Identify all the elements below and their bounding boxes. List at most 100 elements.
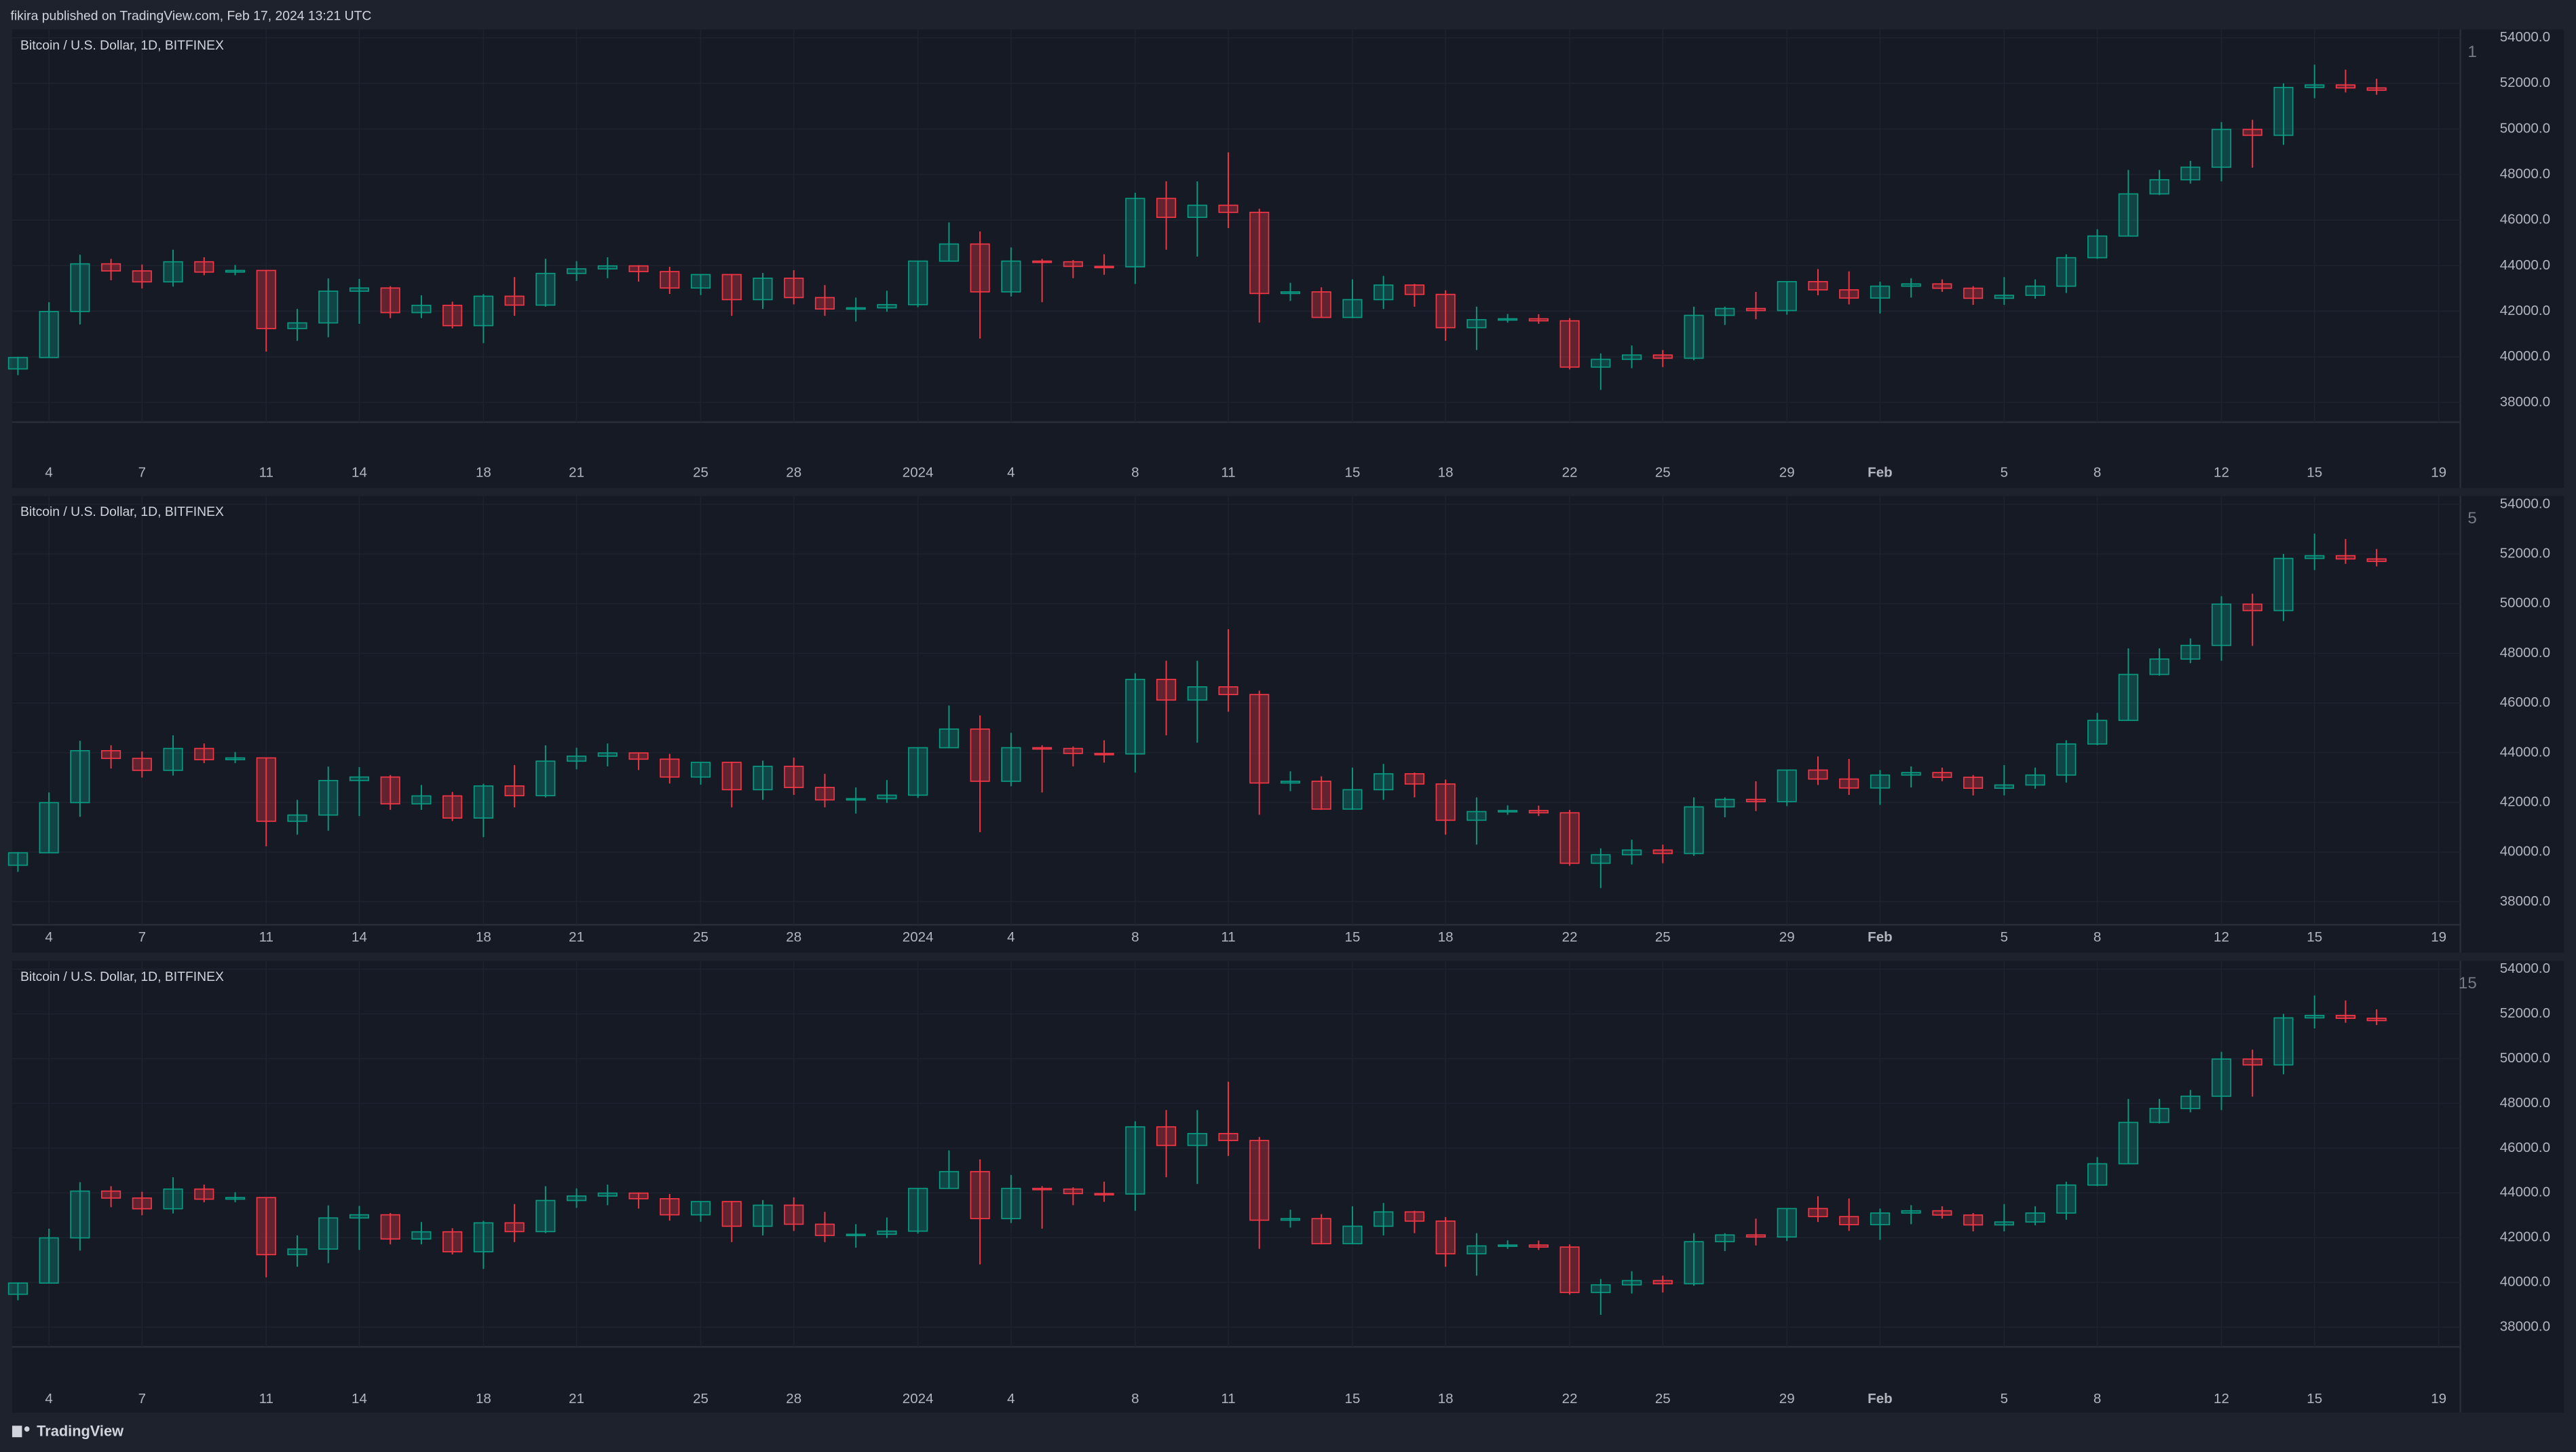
candle-body: [2305, 555, 2325, 559]
panel-background: [12, 961, 2564, 1413]
candle-body: [877, 794, 897, 800]
interval-label: 15: [2459, 974, 2477, 992]
x-tick-label: 8: [2094, 929, 2101, 945]
candle-body: [535, 272, 556, 306]
candle-body: [1218, 1133, 1238, 1141]
chart-panel: 38000.0 40000.0 42000.0 44000.0 46000.0 48000…: [7, 496, 2564, 953]
candle-body: [318, 291, 339, 324]
candle-body: [1404, 284, 1424, 295]
x-tick-label: 4: [1007, 929, 1015, 945]
candle-body: [1684, 806, 1704, 855]
candle-body: [2242, 603, 2262, 612]
candle-body: [1808, 769, 1828, 780]
x-tick-label: 15: [2307, 929, 2322, 945]
candle-body: [1249, 1140, 1270, 1221]
x-tick-label: 25: [1655, 929, 1671, 945]
candle-body: [2149, 1108, 2170, 1123]
candle-body: [2056, 1184, 2077, 1214]
x-tick-label: 2024: [903, 464, 934, 480]
candle-body: [1404, 773, 1424, 785]
candle-body: [2305, 1015, 2325, 1019]
candle-body: [753, 1204, 773, 1227]
candle-body: [1870, 774, 1890, 789]
candle-body: [1001, 747, 1021, 782]
x-tick-label: 5: [2001, 929, 2008, 945]
x-tick-label: 21: [569, 464, 584, 480]
x-tick-label: 22: [1562, 464, 1578, 480]
candle-body: [2056, 257, 2077, 287]
candle-body: [225, 269, 246, 273]
candle-body: [70, 263, 90, 312]
y-tick-label: 54000.0: [2500, 29, 2550, 45]
candle-body: [690, 274, 711, 289]
candle-body: [1498, 810, 1518, 813]
candle-body: [318, 779, 339, 816]
candle-body: [1094, 1193, 1114, 1196]
candle-body: [1870, 285, 1890, 299]
y-tick-label: 46000.0: [2500, 1140, 2550, 1155]
candle-body: [1094, 265, 1114, 269]
panel-background: [12, 496, 2564, 953]
x-tick-label: 4: [1007, 1391, 1015, 1407]
candle-body: [1901, 772, 1921, 776]
candle-body: [442, 795, 463, 819]
candle-body: [2366, 87, 2387, 91]
candle-body: [939, 728, 959, 749]
candle-body: [628, 752, 649, 760]
y-tick-label: 48000.0: [2500, 1095, 2550, 1111]
candle-body: [256, 757, 276, 822]
candle-body: [2025, 285, 2045, 296]
x-tick-label: 21: [569, 1391, 584, 1407]
y-tick-label: 48000.0: [2500, 166, 2550, 182]
candle-body: [1342, 299, 1363, 318]
candle-body: [132, 270, 152, 283]
candle-body: [1435, 1220, 1456, 1254]
candle-body: [194, 747, 214, 760]
candle-body: [1032, 747, 1053, 750]
x-tick-label: 7: [138, 464, 146, 480]
candle-body: [1063, 747, 1083, 754]
candle-body: [1715, 308, 1735, 316]
candle-body: [1374, 1211, 1394, 1227]
candle-body: [535, 1199, 556, 1233]
x-tick-label: 15: [1345, 464, 1361, 480]
candle-body: [1466, 319, 1487, 329]
x-tick-label: 18: [476, 464, 491, 480]
x-tick-label: 5: [2001, 464, 2008, 480]
candle-body: [442, 1231, 463, 1252]
candle-body: [1621, 354, 1642, 360]
candle-body: [628, 1192, 649, 1199]
candle-body: [1932, 1210, 1952, 1216]
candle-body: [1745, 798, 1766, 802]
candle-body: [690, 762, 711, 778]
candle-body: [1249, 694, 1270, 784]
candle-body: [2087, 720, 2108, 745]
candle-body: [194, 261, 214, 273]
candle-body: [1808, 1208, 1828, 1218]
candle-body: [877, 1230, 897, 1235]
candle-body: [1839, 289, 1859, 299]
candle-body: [1745, 308, 1766, 312]
y-tick-label: 50000.0: [2500, 595, 2550, 611]
candle-body: [2118, 673, 2138, 722]
candle-body: [39, 802, 59, 854]
candle-body: [1032, 1187, 1053, 1191]
x-tick-label: 11: [1221, 929, 1235, 945]
candle-body: [753, 277, 773, 301]
x-tick-label: 15: [2307, 1391, 2322, 1407]
candle-body: [567, 1195, 587, 1202]
candle-body: [1280, 1218, 1301, 1221]
x-tick-label: 28: [786, 464, 801, 480]
y-tick-label: 50000.0: [2500, 1050, 2550, 1066]
x-tick-label: 29: [1779, 1391, 1795, 1407]
candle-body: [660, 271, 680, 289]
candle-body: [1994, 1221, 2014, 1226]
candle-body: [1342, 1225, 1363, 1244]
y-tick-label: 52000.0: [2500, 75, 2550, 90]
candle-body: [784, 277, 804, 299]
candle-body: [1156, 198, 1177, 219]
candle-body: [256, 269, 276, 329]
candle-body: [256, 1197, 276, 1256]
candle-body: [1621, 1280, 1642, 1286]
candle-body: [1342, 789, 1363, 810]
